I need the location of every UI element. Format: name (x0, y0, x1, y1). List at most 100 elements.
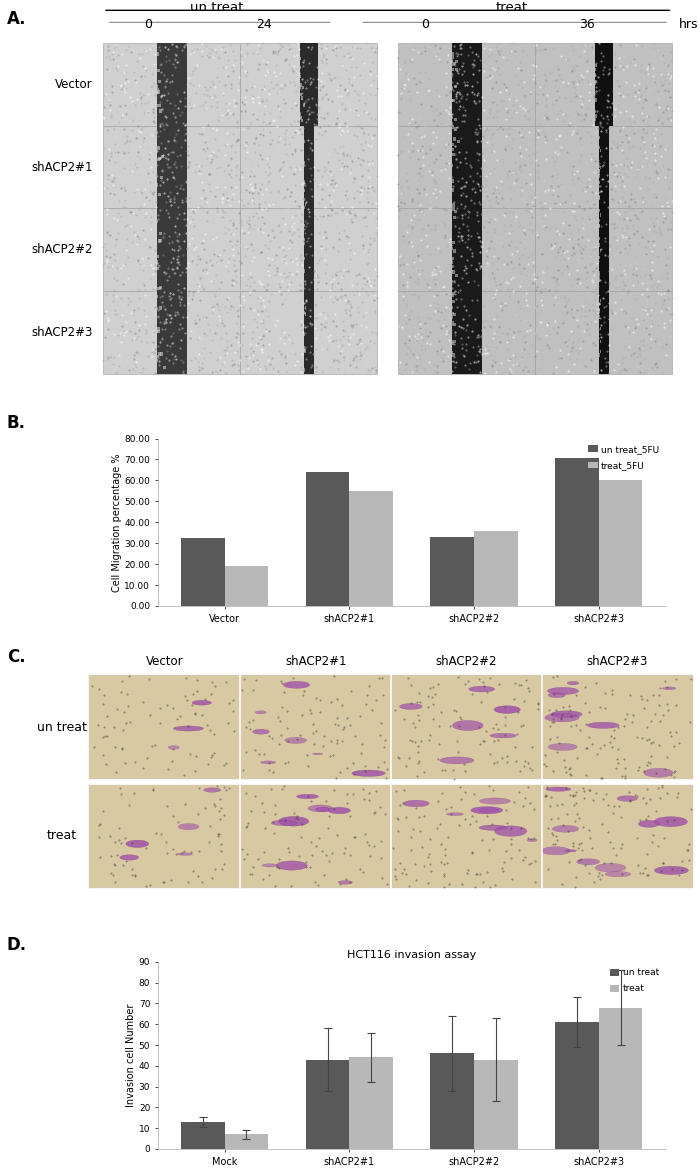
Bar (600, 298, 601, 302)
Ellipse shape (338, 881, 352, 885)
Bar (599, 219, 600, 222)
Bar (160, 352, 163, 356)
Bar (299, 112, 301, 116)
Bar (449, 247, 453, 250)
Bar (599, 223, 601, 227)
Bar (599, 181, 601, 185)
Bar (599, 310, 600, 312)
Bar (451, 143, 454, 146)
Bar (599, 256, 600, 260)
Bar (299, 85, 300, 89)
Bar (301, 96, 303, 99)
Bar (448, 58, 451, 62)
Bar (599, 165, 600, 168)
Bar (159, 239, 162, 242)
Bar (448, 290, 451, 294)
Bar (450, 316, 453, 318)
Bar (304, 291, 314, 373)
Bar (598, 167, 599, 171)
Bar (599, 353, 600, 357)
Bar (303, 159, 304, 163)
Bar (455, 274, 458, 277)
Bar (594, 110, 596, 112)
Bar (599, 274, 600, 277)
Bar (303, 275, 304, 278)
Bar (454, 85, 457, 88)
Bar (154, 184, 158, 187)
Bar (303, 209, 304, 213)
Ellipse shape (168, 745, 179, 749)
Bar (448, 349, 452, 352)
Bar (536, 208, 673, 291)
Bar (590, 97, 592, 101)
Bar (304, 312, 306, 316)
Bar (450, 351, 454, 355)
Bar (592, 91, 594, 95)
Bar (449, 339, 453, 343)
Bar (297, 64, 299, 68)
Bar (103, 43, 240, 125)
Bar (300, 66, 301, 69)
Bar (153, 227, 156, 230)
Bar (240, 43, 377, 125)
Ellipse shape (316, 807, 330, 812)
Bar (449, 181, 452, 185)
Ellipse shape (440, 757, 474, 764)
Bar (160, 176, 163, 179)
Bar (594, 71, 595, 75)
Bar (598, 132, 599, 136)
Bar (153, 76, 156, 80)
Bar (447, 173, 450, 177)
Bar (303, 328, 304, 330)
Bar (594, 118, 596, 121)
Bar (304, 349, 305, 352)
Bar (452, 98, 455, 102)
Bar (299, 117, 301, 119)
Bar (304, 349, 305, 352)
Bar (159, 307, 162, 310)
Bar (598, 209, 599, 213)
Bar (304, 160, 305, 164)
Text: Vector: Vector (146, 655, 183, 668)
Bar (449, 270, 453, 274)
Bar (598, 271, 600, 275)
Bar (599, 291, 608, 373)
Bar (600, 149, 601, 152)
Ellipse shape (204, 787, 220, 792)
Bar (302, 263, 304, 267)
Bar (160, 110, 162, 112)
Ellipse shape (403, 800, 429, 807)
Text: 0: 0 (421, 18, 430, 30)
Bar (447, 183, 451, 186)
Bar (303, 266, 304, 269)
Bar (302, 150, 303, 153)
Bar (600, 339, 601, 343)
Bar (598, 218, 599, 220)
Bar (302, 85, 304, 89)
Ellipse shape (548, 743, 578, 751)
Bar (158, 193, 161, 197)
Bar (298, 98, 300, 102)
Bar (453, 137, 456, 140)
Bar (594, 82, 596, 84)
Bar (450, 164, 453, 167)
Bar (157, 330, 160, 332)
Bar (154, 262, 157, 266)
Bar (449, 112, 452, 115)
Bar (599, 208, 608, 291)
Bar (152, 209, 155, 213)
Bar (451, 342, 454, 345)
Bar (158, 69, 160, 73)
Ellipse shape (644, 769, 673, 777)
Bar (447, 281, 449, 284)
Ellipse shape (178, 824, 199, 830)
Bar (598, 308, 600, 311)
Bar (155, 260, 158, 263)
Ellipse shape (547, 688, 578, 695)
Text: shACP2#3: shACP2#3 (587, 655, 648, 668)
Ellipse shape (253, 729, 270, 735)
Bar (158, 158, 160, 161)
Bar (300, 83, 302, 87)
Bar (457, 139, 460, 143)
Bar (598, 142, 599, 144)
